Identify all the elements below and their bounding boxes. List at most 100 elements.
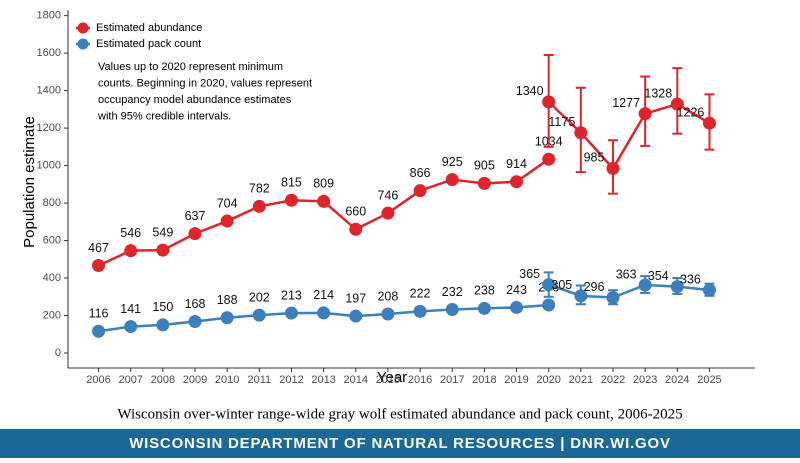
point: [252, 199, 266, 213]
y-axis-title: Population estimate: [21, 116, 38, 248]
point: [317, 194, 331, 208]
point: [188, 227, 202, 241]
point: [92, 258, 106, 272]
value-label: 150: [152, 300, 173, 314]
x-tick-label: 2019: [504, 374, 528, 386]
x-tick-label: 2009: [183, 374, 207, 386]
point: [477, 301, 491, 315]
value-label: 296: [584, 280, 605, 294]
point: [702, 283, 716, 297]
annotation: with 95% credible intervals.: [97, 110, 231, 122]
point: [124, 320, 138, 334]
point: [638, 107, 652, 121]
value-label: 1328: [644, 86, 672, 100]
value-label: 208: [377, 289, 398, 303]
value-label: 197: [345, 291, 366, 305]
x-tick-label: 2011: [247, 374, 271, 386]
point: [606, 291, 620, 305]
value-label: 238: [474, 284, 495, 298]
y-tick-label: 0: [55, 347, 61, 359]
value-label: 905: [474, 159, 495, 173]
value-label: 116: [89, 307, 109, 321]
x-tick-label: 2021: [569, 374, 593, 386]
x-tick-label: 2018: [472, 374, 496, 386]
point: [413, 184, 427, 198]
x-axis-title: Year: [377, 369, 407, 386]
point: [445, 303, 459, 317]
point: [670, 97, 684, 111]
x-tick-label: 2020: [536, 374, 560, 386]
point: [670, 280, 684, 294]
legend-marker: [77, 22, 89, 34]
x-tick-label: 2024: [665, 374, 689, 386]
point: [349, 309, 363, 323]
value-label: 985: [584, 151, 605, 165]
value-label: 549: [152, 225, 173, 239]
point: [317, 306, 331, 320]
y-tick-label: 800: [43, 197, 61, 209]
value-label: 782: [249, 182, 270, 196]
value-label: 809: [313, 177, 334, 191]
x-tick-label: 2008: [151, 374, 175, 386]
value-label: 202: [249, 290, 270, 304]
point: [477, 176, 491, 190]
annotation: Values up to 2020 represent minimum: [98, 61, 283, 73]
point: [284, 306, 298, 320]
point: [284, 193, 298, 207]
y-tick-label: 200: [43, 309, 61, 321]
point: [510, 300, 524, 314]
value-label: 214: [313, 288, 334, 302]
x-tick-label: 2023: [633, 374, 657, 386]
point: [92, 324, 106, 338]
x-tick-label: 2006: [86, 374, 110, 386]
value-label: 363: [616, 267, 637, 281]
point: [638, 278, 652, 292]
value-label: 815: [281, 176, 302, 190]
value-label: 1226: [677, 106, 705, 120]
value-label: 1340: [516, 84, 544, 98]
point: [702, 116, 716, 130]
value-label: 1175: [548, 115, 575, 129]
point: [188, 315, 202, 329]
x-tick-label: 2022: [601, 374, 625, 386]
legend-label: Estimated abundance: [96, 22, 202, 34]
y-tick-label: 400: [43, 272, 61, 284]
value-label: 365: [519, 267, 540, 281]
value-label: 637: [185, 209, 206, 223]
y-tick-label: 1200: [37, 122, 61, 134]
value-label: 354: [648, 269, 669, 283]
banner: WISCONSIN DEPARTMENT OF NATURAL RESOURCE…: [129, 435, 671, 452]
series-line: [548, 283, 710, 299]
x-tick-label: 2007: [118, 374, 142, 386]
point: [510, 175, 524, 189]
point: [445, 173, 459, 187]
value-label: 546: [120, 226, 141, 240]
banner-bg: [0, 429, 800, 458]
value-label: 222: [410, 287, 431, 301]
point: [542, 278, 556, 292]
point: [574, 289, 588, 303]
point: [220, 311, 234, 325]
y-tick-label: 1400: [37, 85, 61, 97]
point: [542, 152, 556, 166]
x-tick-label: 2013: [311, 374, 335, 386]
point: [574, 126, 588, 140]
x-tick-label: 2016: [408, 374, 432, 386]
value-label: 704: [217, 196, 238, 210]
point: [349, 222, 363, 236]
point: [606, 161, 620, 175]
point: [156, 318, 170, 332]
value-label: 660: [345, 205, 366, 219]
value-label: 188: [217, 293, 238, 307]
x-tick-label: 2014: [344, 374, 368, 386]
x-tick-label: 2025: [697, 374, 721, 386]
point: [220, 214, 234, 228]
value-label: 866: [410, 166, 431, 180]
x-tick-label: 2017: [440, 374, 464, 386]
annotation: occupancy model abundance estimates: [98, 94, 292, 106]
value-label: 213: [281, 288, 302, 302]
y-tick-label: 1000: [37, 159, 61, 171]
value-label: 336: [680, 272, 701, 286]
